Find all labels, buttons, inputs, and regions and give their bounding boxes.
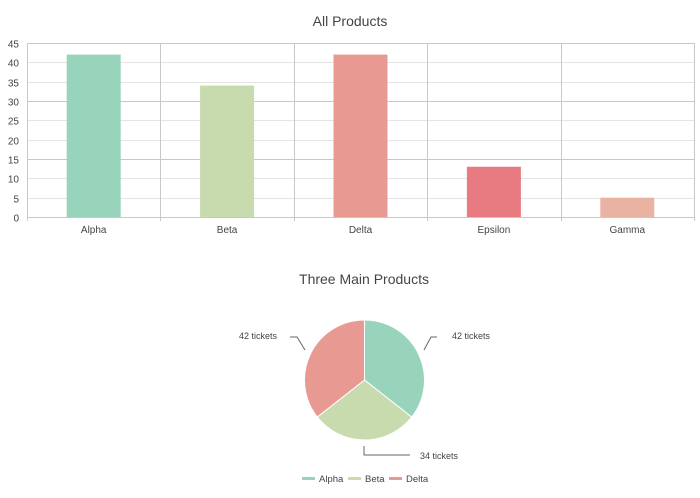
y-tick-label: 10 bbox=[8, 175, 20, 186]
y-tick-label: 15 bbox=[8, 156, 20, 167]
y-tick-label: 35 bbox=[8, 79, 20, 90]
legend-item-delta[interactable]: Delta bbox=[389, 474, 429, 485]
bar-epsilon[interactable] bbox=[466, 166, 521, 217]
legend-label: Alpha bbox=[319, 474, 344, 485]
y-tick-label: 40 bbox=[8, 59, 20, 70]
legend-label: Delta bbox=[406, 474, 429, 485]
leader-line bbox=[423, 336, 437, 351]
leader-line bbox=[290, 336, 306, 351]
pie-slice-delta[interactable] bbox=[304, 319, 365, 418]
bar-gamma[interactable] bbox=[600, 197, 655, 217]
bar-chart: All Products 0 5 10 15 20 25 30 35 40 45 Alpha Beta D… bbox=[8, 13, 695, 236]
pie-data-label: 42 tickets bbox=[452, 331, 491, 341]
x-tick-label: Delta bbox=[349, 225, 373, 236]
bar-beta[interactable] bbox=[200, 85, 255, 218]
legend-item-alpha[interactable]: Alpha bbox=[302, 474, 344, 485]
y-tick-label: 20 bbox=[8, 137, 20, 148]
bar-delta[interactable] bbox=[333, 54, 388, 217]
leader-line bbox=[363, 446, 410, 456]
pie-slice-beta[interactable] bbox=[316, 379, 413, 441]
x-tick-label: Gamma bbox=[610, 225, 646, 236]
pie-legend: Alpha Beta Delta bbox=[302, 474, 429, 485]
x-tick-label: Alpha bbox=[81, 225, 107, 236]
x-tick-label: Beta bbox=[217, 225, 238, 236]
y-tick-label: 30 bbox=[8, 98, 20, 109]
pie-data-label: 42 tickets bbox=[239, 331, 278, 341]
legend-item-beta[interactable]: Beta bbox=[348, 474, 385, 485]
y-tick-label: 0 bbox=[13, 214, 19, 225]
legend-label: Beta bbox=[365, 474, 385, 485]
pie-chart: Three Main Products 42 tickets 34 tickets 4… bbox=[239, 271, 491, 461]
pie-data-label: 34 tickets bbox=[420, 451, 459, 461]
pie-slice-alpha[interactable] bbox=[364, 319, 425, 418]
x-tick-label: Epsilon bbox=[477, 225, 510, 236]
bar-alpha[interactable] bbox=[66, 54, 121, 217]
y-tick-label: 25 bbox=[8, 117, 20, 128]
pie-chart-title: Three Main Products bbox=[299, 271, 429, 287]
y-tick-label: 5 bbox=[13, 195, 19, 206]
y-tick-label: 45 bbox=[8, 40, 20, 51]
bar-chart-title: All Products bbox=[313, 13, 388, 29]
